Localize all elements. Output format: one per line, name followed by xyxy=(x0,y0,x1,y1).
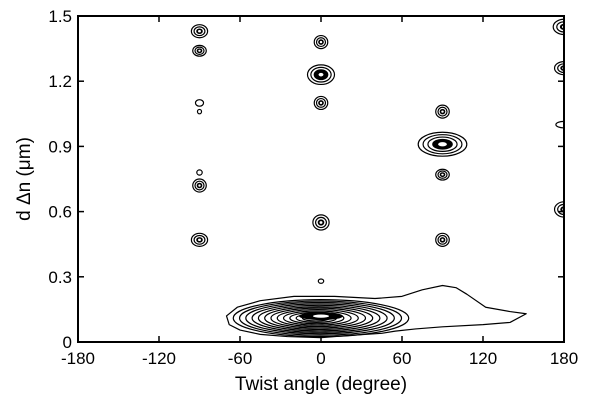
y-tick-label: 0.3 xyxy=(48,268,72,287)
contour-peak xyxy=(310,66,332,83)
y-tick-label: 0.9 xyxy=(48,137,72,156)
y-tick-label: 1.5 xyxy=(48,7,72,26)
contour-peak-core xyxy=(198,49,201,52)
contour-peak-core xyxy=(198,30,201,33)
contour-peak-core xyxy=(319,40,323,44)
x-tick-label: 0 xyxy=(316,349,325,368)
x-tick-label: 120 xyxy=(469,349,497,368)
contour-peak xyxy=(193,234,206,245)
contour-peak-core xyxy=(318,72,324,77)
contour-peak-core xyxy=(438,142,447,147)
contour-base-ring xyxy=(251,303,388,333)
contour-peak xyxy=(317,278,325,284)
contour-base-ring xyxy=(270,307,367,329)
contour-peak xyxy=(437,234,448,245)
contour-peak xyxy=(555,120,564,129)
contour-peak-core xyxy=(198,184,201,187)
contour-peak-core xyxy=(319,101,323,105)
y-tick-label: 0.6 xyxy=(48,203,72,222)
x-tick-label: -60 xyxy=(228,349,253,368)
contour-peak xyxy=(435,232,450,247)
contour-peak-core xyxy=(441,238,444,242)
contour-peak xyxy=(194,99,205,107)
axis-ticks xyxy=(77,15,565,343)
contour-outer-tail xyxy=(225,284,527,339)
contour-lines xyxy=(190,18,564,339)
x-tick-label: 60 xyxy=(393,349,412,368)
contour-peak xyxy=(193,26,206,37)
contour-peak xyxy=(422,134,463,155)
contour-base-ring xyxy=(264,306,374,331)
contour-peak xyxy=(194,46,205,55)
contour-base-ring xyxy=(245,301,395,335)
contour-peak xyxy=(437,170,448,179)
contour-peak xyxy=(557,63,564,74)
y-tick-label: 0 xyxy=(63,333,72,352)
contour-base-core-center xyxy=(313,314,329,318)
contour-base-ring xyxy=(282,310,352,326)
contour-peak xyxy=(190,232,209,247)
contour-peak xyxy=(306,64,336,86)
y-tick-label: 1.2 xyxy=(48,72,72,91)
contour-peak-core xyxy=(441,173,444,176)
contour-peak xyxy=(435,168,450,181)
contour-peak-core xyxy=(198,238,201,242)
contour-peak-core xyxy=(319,221,323,224)
contour-peak xyxy=(313,34,329,50)
contour-peak xyxy=(196,169,203,176)
x-tick-labels: -180 -120 -60 0 60 120 180 xyxy=(61,349,578,368)
contour-peak xyxy=(192,44,207,57)
contour-peak xyxy=(417,131,468,157)
contour-peak xyxy=(313,95,329,111)
contour-base-ring xyxy=(276,308,359,328)
contour-peak-core xyxy=(441,110,444,113)
y-axis-title: d Δn (μm) xyxy=(14,137,35,221)
contour-peak xyxy=(192,178,207,193)
contour-base-ring xyxy=(257,304,381,332)
x-tick-label: -120 xyxy=(142,349,176,368)
contour-peak xyxy=(557,203,564,216)
contour-peak xyxy=(437,106,448,117)
contour-base-ring xyxy=(238,300,403,336)
contour-peak xyxy=(427,136,458,152)
contour-peak xyxy=(435,104,450,119)
contour-peak xyxy=(196,108,203,115)
x-tick-label: 180 xyxy=(550,349,578,368)
contour-peak xyxy=(315,97,327,108)
x-axis-title: Twist angle (degree) xyxy=(235,374,407,395)
contour-peak xyxy=(315,216,328,229)
contour-peak xyxy=(552,18,564,36)
x-tick-label: -180 xyxy=(61,349,95,368)
y-tick-labels: 0 0.3 0.6 0.9 1.2 1.5 xyxy=(48,7,72,352)
contour-peak xyxy=(315,37,327,48)
contour-peak xyxy=(190,24,209,39)
contour-peak xyxy=(312,214,330,231)
contour-peak xyxy=(194,180,205,191)
